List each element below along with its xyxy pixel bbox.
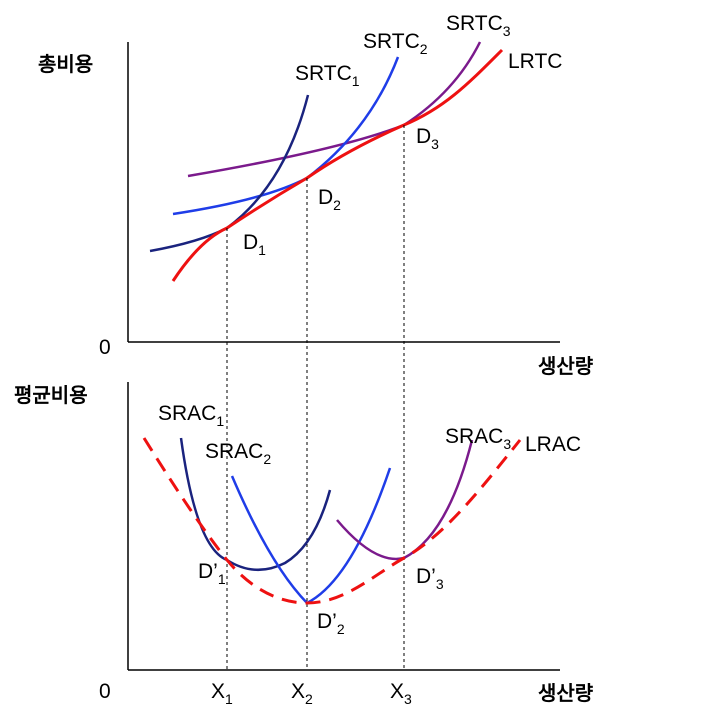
lrac-curve: [142, 437, 522, 605]
point-d3-prime-label: D’3: [416, 565, 444, 592]
point-d3-label: D3: [416, 125, 439, 152]
lrac-label: LRAC: [525, 433, 581, 456]
top-y-axis-label: 총비용: [38, 52, 93, 76]
lrtc-label: LRTC: [508, 50, 562, 73]
srac1-label: SRAC1: [158, 402, 224, 429]
x2-tick-label: X2: [291, 680, 313, 707]
x1-tick-label: X1: [211, 680, 233, 707]
srtc3-label: SRTC3: [446, 12, 511, 39]
srac1-curve: [179, 437, 332, 571]
srac2-label: SRAC2: [205, 440, 271, 467]
point-d1-label: D1: [243, 231, 266, 258]
srtc1-label: SRTC1: [295, 62, 360, 89]
bottom-panel: SRAC1 SRAC2 SRAC3 LRAC D’1 D’2 D’3 X1 X2…: [14, 382, 594, 707]
srtc2-label: SRTC2: [363, 30, 428, 57]
srac3-label: SRAC3: [445, 425, 511, 452]
guide-lines: [226, 125, 405, 670]
lrtc-curve: [171, 48, 504, 282]
point-d2-prime-label: D’2: [317, 610, 345, 637]
bottom-x-axis-label: 생산량: [538, 681, 594, 705]
bottom-origin-label: 0: [99, 680, 111, 703]
point-d2-label: D2: [318, 186, 341, 213]
top-panel: SRTC1 SRTC2 SRTC3 LRTC D1 D2 D3 총비용 생산량 …: [38, 12, 594, 378]
point-d1-prime-label: D’1: [198, 560, 226, 587]
top-origin-label: 0: [99, 336, 111, 359]
x3-tick-label: X3: [390, 680, 412, 707]
top-x-axis-label: 생산량: [538, 354, 594, 378]
bottom-y-axis-label: 평균비용: [14, 383, 88, 407]
